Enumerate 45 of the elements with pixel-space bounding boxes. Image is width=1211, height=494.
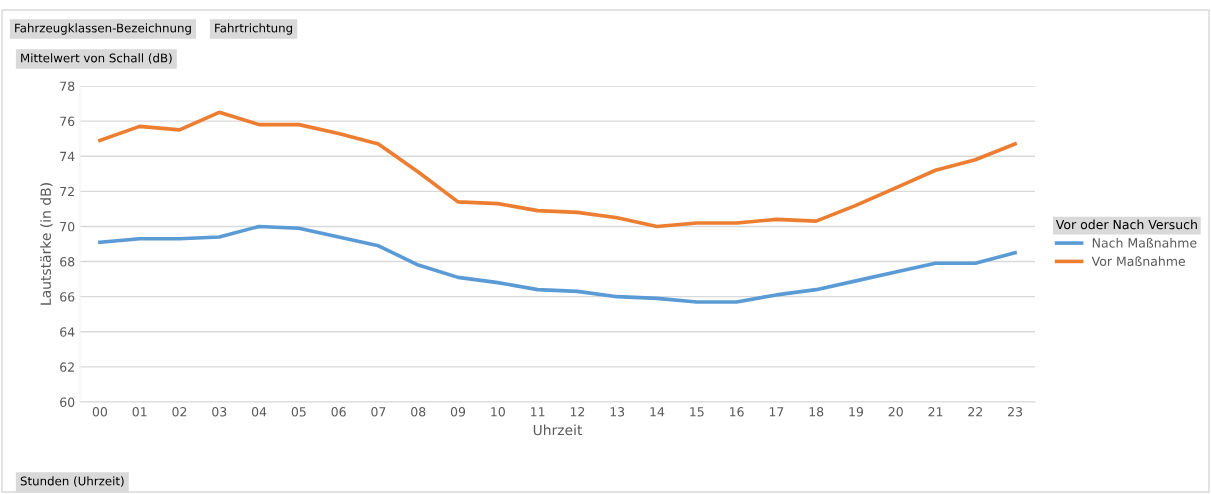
x-tick-label: 04 (251, 407, 267, 417)
y-axis-title: Lautstärke (in dB) (40, 183, 53, 305)
y-tick-label: 62 (60, 362, 74, 372)
x-tick-label: 19 (849, 407, 864, 417)
y-tick-label: 74 (60, 151, 75, 161)
x-tick-label: 08 (411, 407, 426, 417)
y-tick-label: 70 (60, 221, 75, 232)
x-axis-title: Uhrzeit (533, 424, 583, 436)
x-tick-label: 21 (928, 407, 943, 417)
x-tick-label: 03 (212, 407, 227, 417)
x-tick-label: 15 (690, 407, 704, 417)
line-series (98, 224, 1017, 304)
x-tick-label: 17 (769, 407, 784, 417)
y-tick-label: 72 (60, 186, 74, 197)
legend-label: Nach Maßnahme (1092, 237, 1197, 248)
x-tick-label: 06 (331, 407, 346, 417)
x-tick-label: 12 (570, 407, 585, 417)
line-series (98, 110, 1017, 229)
y-tick-label: 66 (60, 292, 75, 302)
x-tick-label: 22 (968, 407, 983, 417)
legend-label: Vor Maßnahme (1091, 256, 1186, 266)
x-tick-label: 23 (1008, 407, 1023, 417)
y-tick-label: 68 (60, 257, 75, 267)
y-tick-label: 60 (60, 397, 75, 407)
x-tick-label: 09 (450, 407, 466, 417)
text: Stunden (Uhrzeit) (20, 476, 124, 487)
x-tick-label: 18 (809, 407, 824, 417)
x-tick-label: 02 (172, 407, 187, 417)
text: Mittelwert von Schall (dB) (21, 53, 172, 64)
x-tick-label: 07 (371, 407, 386, 417)
x-tick-label: 05 (291, 407, 306, 417)
y-tick-label: 64 (60, 327, 75, 337)
legend-title: Vor oder Nach Versuch (1055, 219, 1197, 230)
x-tick-label: 10 (491, 407, 505, 417)
x-tick-label: 16 (729, 407, 744, 417)
x-tick-label: 14 (650, 407, 665, 417)
text: Fahrtrichtung (215, 23, 293, 35)
x-tick-label: 01 (132, 407, 147, 417)
text: Fahrzeugklassen-Bezeichnung (15, 23, 191, 35)
x-tick-label: 13 (610, 407, 625, 417)
x-tick-label: 00 (92, 407, 108, 417)
x-tick-label: 20 (888, 407, 903, 417)
x-tick-label: 11 (531, 407, 545, 417)
y-tick-label: 76 (60, 116, 75, 127)
y-tick-label: 78 (60, 81, 75, 91)
